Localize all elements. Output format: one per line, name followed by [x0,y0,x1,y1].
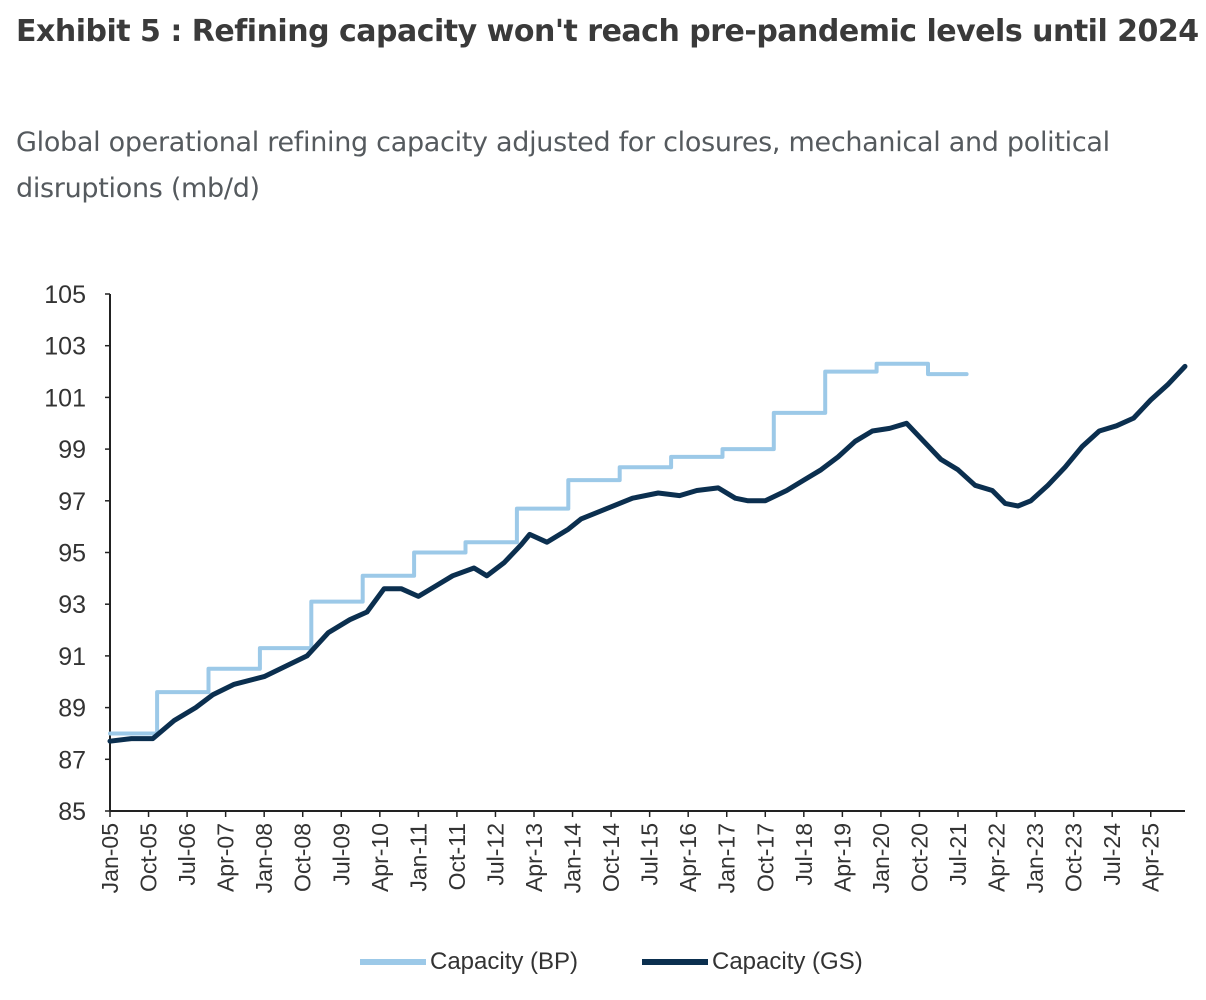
x-tick-label: Apr-19 [829,823,855,892]
y-tick-label: 101 [44,384,86,412]
x-tick-label: Oct-17 [752,823,778,892]
x-tick-label: Jul-24 [1099,823,1125,886]
x-tick-label: Oct-20 [906,823,932,892]
x-tick-label: Jan-14 [560,823,586,894]
x-tick-label: Jan-05 [97,823,123,893]
y-tick-label: 105 [44,281,86,309]
y-tick-label: 93 [58,591,86,619]
legend-swatch-gs [642,959,708,965]
legend-label-bp: Capacity (BP) [430,948,579,975]
x-tick-label: Jan-23 [1022,823,1048,893]
series-line-bp [108,361,969,736]
x-tick-label: Apr-13 [521,823,547,892]
x-tick-label: Oct-14 [598,823,624,892]
y-tick-label: 99 [58,436,86,464]
x-tick-label: Jul-21 [945,823,971,886]
series-line-gs [107,363,1188,744]
x-tick-label: Jul-18 [791,823,817,886]
x-tick-label: Oct-11 [444,823,470,890]
x-tick-label: Jul-09 [328,823,354,886]
x-tick-label: Jan-20 [868,823,894,893]
x-tick-label: Apr-25 [1138,823,1164,892]
chart-title: Exhibit 5 : Refining capacity won't reac… [16,14,1199,49]
x-tick-label: Apr-07 [213,823,239,892]
y-tick-label: 97 [58,488,86,516]
x-tick-label: Oct-23 [1061,823,1087,892]
x-tick-label: Jan-11 [405,823,431,892]
y-tick-label: 85 [58,798,86,826]
x-tick-label: Jul-15 [637,823,663,886]
x-tick-label: Apr-22 [984,823,1010,892]
x-tick-label: Oct-05 [136,823,162,892]
y-tick-label: 91 [58,643,86,671]
y-tick-label: 95 [58,540,86,568]
legend-item-gs: Capacity (GS) [642,940,863,984]
legend-label-gs: Capacity (GS) [712,948,863,975]
line-chart: 85 87 89 91 93 95 97 99 101 103 105 Jan-05 Oct-05 Jul… [44,281,1188,894]
legend-item-bp: Capacity (BP) [360,940,578,984]
x-tick-label: Apr-16 [675,823,701,892]
chart-legend: Capacity (BP) Capacity (GS) [0,940,1206,984]
y-tick-label: 103 [44,333,86,361]
y-tick-label: 87 [58,746,86,774]
legend-swatch-bp [360,959,426,965]
chart-subtitle: Global operational refining capacity adj… [16,127,1110,204]
x-tick-label: Jul-06 [174,823,200,886]
x-tick-label: Oct-08 [290,823,316,892]
x-tick-label: Jan-08 [251,823,277,893]
y-tick-label: 89 [58,695,86,723]
x-tick-label: Jan-17 [714,823,740,893]
x-tick-label: Apr-10 [367,823,393,892]
x-tick-label: Jul-12 [482,823,508,886]
